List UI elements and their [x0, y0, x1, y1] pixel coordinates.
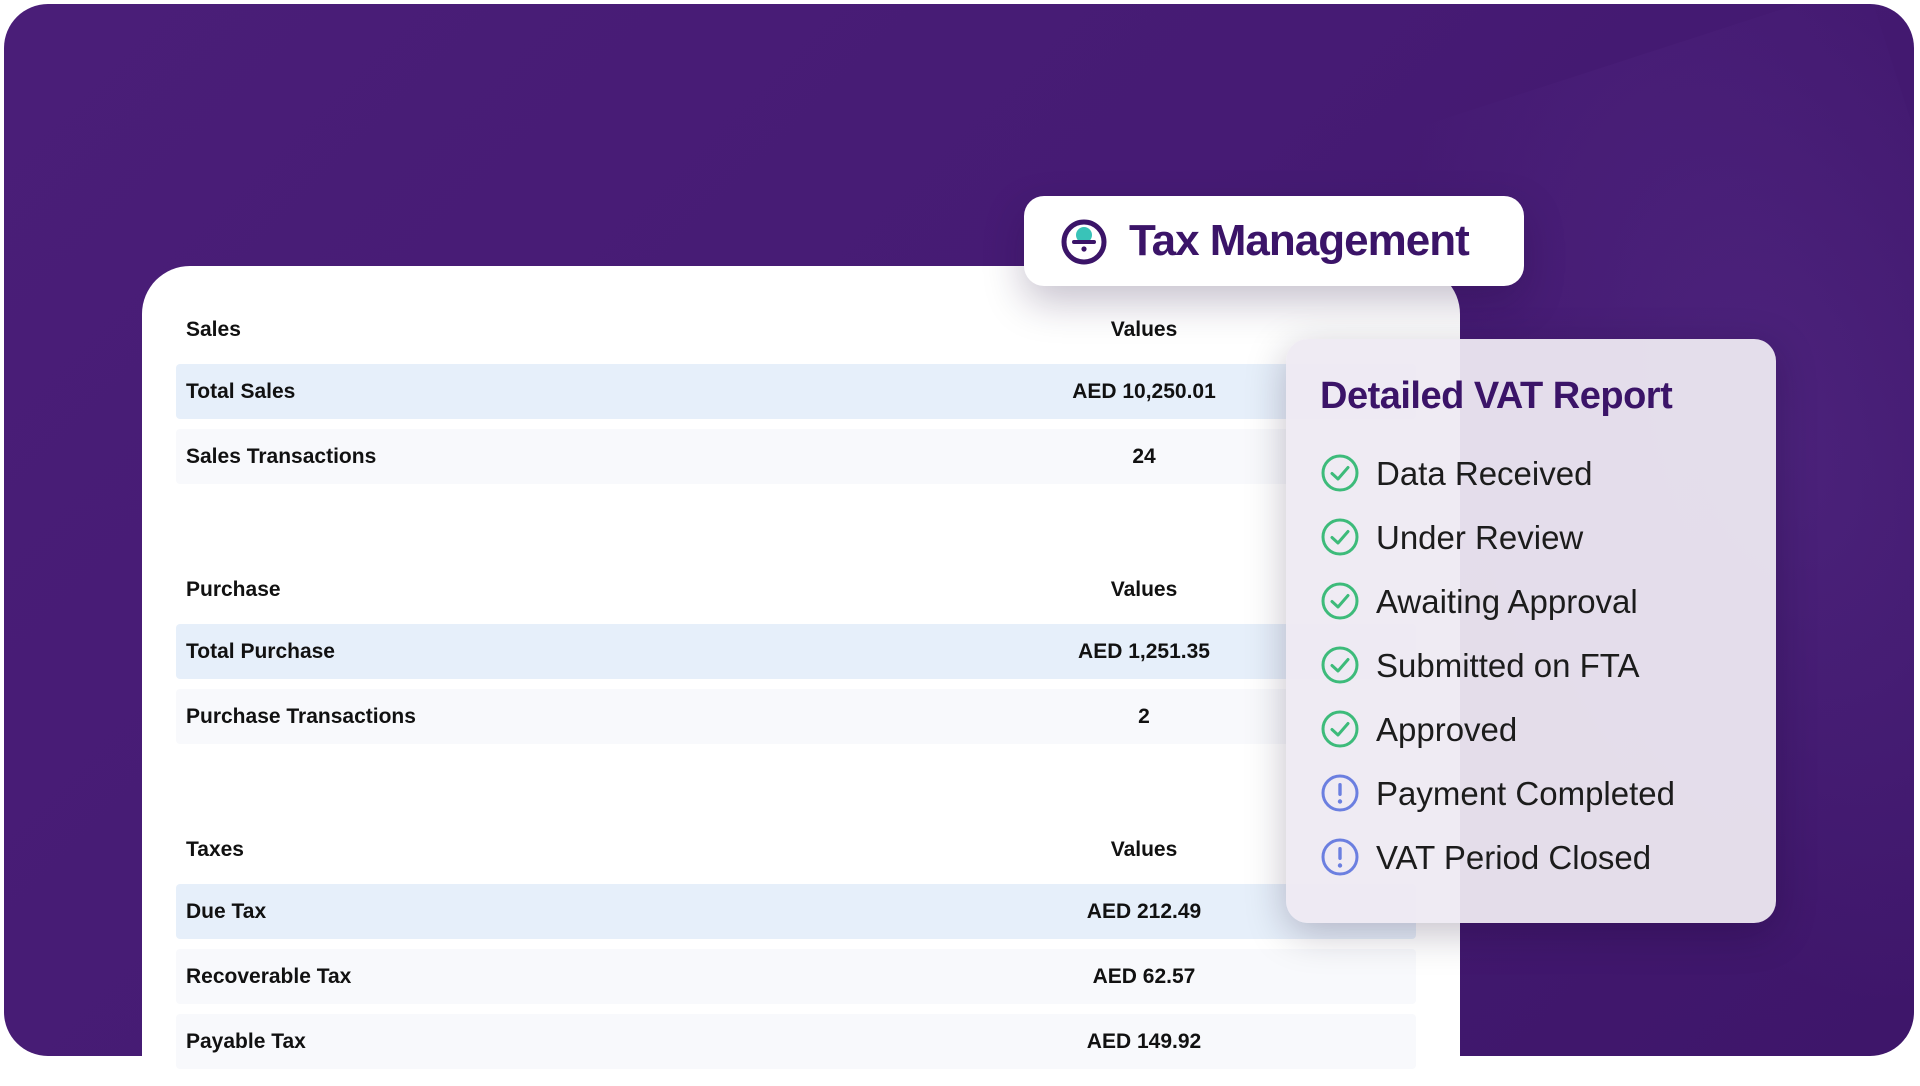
status-item-data-received: Data Received: [1320, 449, 1760, 499]
check-circle-icon: [1321, 710, 1359, 748]
row-label: Recoverable Tax: [186, 965, 352, 988]
vat-report-panel: Detailed VAT Report Data Received Under …: [1286, 339, 1776, 923]
taxes-section-title: Taxes: [186, 838, 244, 861]
status-label: Under Review: [1376, 519, 1584, 556]
purchase-values-header: Values: [1110, 578, 1178, 601]
table-row-total-sales: Total Sales AED 10,250.01: [176, 364, 1416, 419]
table-row-total-purchase: Total Purchase AED 1,251.35: [176, 624, 1416, 679]
check-circle-icon: [1321, 454, 1359, 492]
tax-management-header: Tax Management: [1024, 196, 1524, 286]
purchase-section-header: Purchase Values: [176, 570, 1416, 610]
row-value: AED 62.57: [1092, 965, 1196, 988]
row-label: Purchase Transactions: [186, 705, 416, 728]
row-label: Payable Tax: [186, 1030, 306, 1053]
status-item-submitted-on-fta: Submitted on FTA: [1320, 641, 1760, 691]
table-row-sales-transactions: Sales Transactions 24: [176, 429, 1416, 484]
row-label: Total Sales: [186, 380, 296, 403]
status-item-vat-period-closed: VAT Period Closed: [1320, 833, 1760, 883]
status-label: Awaiting Approval: [1376, 583, 1638, 620]
row-value: AED 149.92: [1086, 1030, 1202, 1053]
sales-values-header: Values: [1110, 318, 1178, 341]
status-item-payment-completed: Payment Completed: [1320, 769, 1760, 819]
row-label: Due Tax: [186, 900, 267, 923]
app-title: Tax Management: [1129, 216, 1470, 265]
tax-report-card: Sales Values Total Sales AED 10,250.01 S…: [142, 266, 1460, 1086]
table-row-due-tax: Due Tax AED 212.49: [176, 884, 1416, 939]
tax-logo-icon: [1061, 219, 1107, 265]
status-label: Payment Completed: [1376, 775, 1675, 812]
table-row-payable-tax: Payable Tax AED 149.92: [176, 1014, 1416, 1069]
taxes-values-header: Values: [1110, 838, 1178, 861]
row-value: 24: [1132, 445, 1156, 468]
status-label: Approved: [1376, 711, 1518, 748]
exclamation-circle-icon: [1321, 838, 1359, 876]
row-value: AED 1,251.35: [1078, 640, 1210, 663]
status-label: Submitted on FTA: [1376, 647, 1640, 684]
check-circle-icon: [1321, 582, 1359, 620]
status-label: VAT Period Closed: [1376, 839, 1652, 876]
status-item-awaiting-approval: Awaiting Approval: [1320, 577, 1760, 627]
row-value: 2: [1138, 705, 1150, 728]
row-label: Sales Transactions: [186, 445, 377, 468]
taxes-section-header: Taxes Values: [176, 830, 1416, 870]
row-value: AED 212.49: [1086, 900, 1202, 923]
table-row-recoverable-tax: Recoverable Tax AED 62.57: [176, 949, 1416, 1004]
vat-report-title: Detailed VAT Report: [1320, 375, 1673, 417]
check-circle-icon: [1321, 518, 1359, 556]
sales-section-title: Sales: [186, 318, 241, 341]
purchase-section-title: Purchase: [186, 578, 281, 601]
status-item-under-review: Under Review: [1320, 513, 1760, 563]
row-label: Total Purchase: [186, 640, 335, 663]
status-item-approved: Approved: [1320, 705, 1760, 755]
sales-section-header: Sales Values: [176, 310, 1416, 350]
check-circle-icon: [1321, 646, 1359, 684]
table-row-purchase-transactions: Purchase Transactions 2: [176, 689, 1416, 744]
row-value: AED 10,250.01: [1072, 380, 1216, 403]
status-label: Data Received: [1376, 455, 1593, 492]
exclamation-circle-icon: [1321, 774, 1359, 812]
